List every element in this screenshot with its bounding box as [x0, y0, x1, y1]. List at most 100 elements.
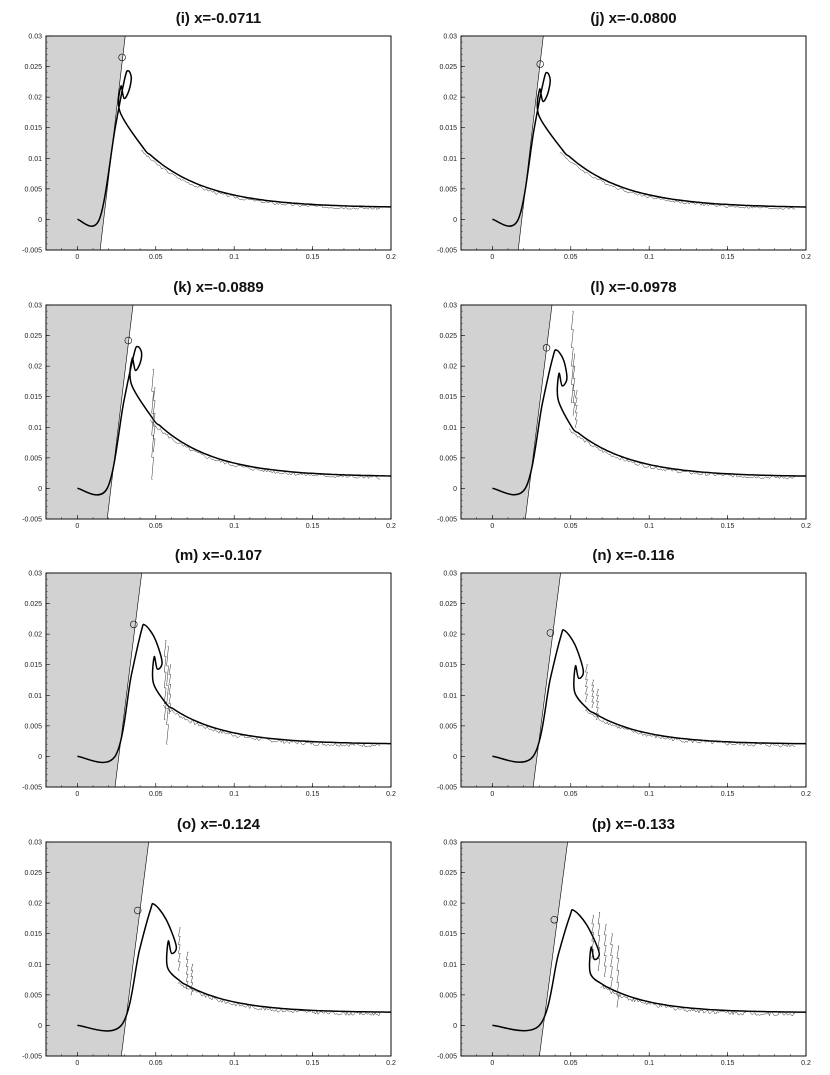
spike-mark [168, 664, 172, 714]
y-tick-label: 0.02 [443, 364, 457, 371]
spike-mark [572, 353, 576, 416]
solution-curve [492, 629, 806, 763]
y-tick-label: 0.025 [439, 64, 457, 71]
x-tick-label: 0.15 [721, 1060, 735, 1067]
spike-mark [185, 951, 189, 989]
noisy-curve [150, 419, 381, 480]
solution-curve [492, 908, 806, 1032]
x-tick-label: 0.2 [801, 523, 811, 530]
circle-marker [536, 60, 544, 68]
y-tick-label: 0.03 [443, 303, 457, 310]
y-tick-label: 0.025 [439, 601, 457, 608]
y-tick-label: 0.02 [28, 901, 42, 908]
y-tick-label: 0.02 [28, 95, 42, 102]
y-tick-label: 0.01 [28, 693, 42, 700]
y-tick-label: -0.005 [437, 248, 457, 255]
spike-mark [574, 390, 578, 428]
y-tick-label: 0.005 [439, 186, 457, 193]
spike-mark [153, 387, 156, 452]
y-tick-label: -0.005 [22, 785, 42, 792]
noisy-curve [568, 428, 796, 480]
x-tick-label: 0.15 [306, 791, 320, 798]
y-tick-label: 0 [38, 217, 42, 224]
spike-mark [591, 679, 595, 708]
y-tick-label: 0.025 [24, 64, 42, 71]
noisy-curve [140, 150, 380, 210]
x-tick-label: 0 [75, 523, 79, 530]
y-tick-label: 0.005 [24, 455, 42, 462]
circle-marker [130, 620, 138, 629]
x-tick-label: 0.2 [386, 791, 396, 798]
panel-p: (p) x=-0.133 0 0.05 0.1 0.15 0.2 -0.005 0 0.005 0… [437, 816, 811, 1067]
wall-region [46, 305, 134, 519]
x-tick-label: 0.15 [721, 791, 735, 798]
x-tick-label: 0.1 [229, 1060, 239, 1067]
y-tick-label: 0.005 [24, 992, 42, 999]
y-tick-label: 0.005 [24, 186, 42, 193]
x-tick-label: 0.05 [564, 254, 578, 261]
panel-m: (m) x=-0.107 0 0.05 0.1 0.15 0.2 -0.005 0 0.005 0… [22, 547, 396, 798]
x-tick-label: 0.05 [149, 254, 163, 261]
y-tick-label: 0.005 [439, 992, 457, 999]
y-tick-label: 0.025 [439, 870, 457, 877]
y-tick-label: 0.025 [24, 601, 42, 608]
noisy-curve [584, 709, 796, 748]
panel-title: (m) x=-0.107 [175, 547, 262, 564]
solution-curve [492, 349, 806, 496]
y-tick-label: 0.01 [443, 156, 457, 163]
x-tick-label: 0.05 [149, 523, 163, 530]
x-tick-label: 0 [490, 1060, 494, 1067]
wall-region [461, 573, 561, 787]
circle-marker [542, 344, 551, 352]
y-tick-label: 0.01 [28, 156, 42, 163]
y-tick-label: 0 [453, 217, 457, 224]
x-tick-label: 0.1 [644, 523, 654, 530]
panel-l: (l) x=-0.0978 0 0.05 0.1 0.15 0.2 -0.005 0 0.005… [437, 279, 811, 530]
panel-j: (j) x=-0.0800 0 0.05 0.1 0.15 0.2 -0.005 0 0.005… [437, 10, 811, 261]
wall-region [461, 36, 544, 250]
panel-title: (p) x=-0.133 [592, 816, 675, 833]
x-tick-label: 0.2 [801, 791, 811, 798]
x-tick-label: 0.05 [564, 1060, 578, 1067]
y-tick-label: 0 [38, 1023, 42, 1030]
y-tick-label: 0.005 [439, 455, 457, 462]
y-tick-label: 0.015 [439, 662, 457, 669]
x-tick-label: 0.05 [149, 791, 163, 798]
y-tick-label: 0 [38, 754, 42, 761]
x-tick-label: 0.15 [721, 523, 735, 530]
y-tick-label: -0.005 [22, 517, 42, 524]
spike-mark [585, 664, 588, 702]
panel-i: (i) x=-0.0711 0 0.05 0.1 0.15 0.2 -0.005 0 0.005… [22, 10, 396, 261]
x-tick-label: 0.15 [306, 254, 320, 261]
y-tick-label: -0.005 [437, 517, 457, 524]
spike-mark [597, 912, 601, 971]
y-tick-label: -0.005 [22, 248, 42, 255]
y-tick-label: 0.015 [24, 394, 42, 401]
x-tick-label: 0 [490, 523, 494, 530]
x-tick-label: 0.15 [306, 523, 320, 530]
y-tick-label: 0.025 [439, 333, 457, 340]
wall-region [461, 305, 553, 519]
y-tick-label: 0.03 [443, 840, 457, 847]
circle-marker [124, 336, 133, 345]
y-tick-label: 0.03 [28, 840, 42, 847]
solution-curve [77, 902, 391, 1032]
x-tick-label: 0.15 [721, 254, 735, 261]
solution-curve [492, 71, 806, 227]
x-tick-label: 0.2 [386, 1060, 396, 1067]
y-tick-label: 0.015 [439, 125, 457, 132]
y-tick-label: 0.02 [443, 95, 457, 102]
spike-mark [571, 310, 574, 404]
solution-curve [77, 623, 391, 764]
panel-title: (k) x=-0.0889 [173, 279, 263, 296]
y-tick-label: 0.015 [24, 931, 42, 938]
y-tick-label: 0.01 [443, 425, 457, 432]
x-tick-label: 0.05 [564, 791, 578, 798]
circle-marker [550, 915, 558, 924]
spike-mark [591, 915, 595, 959]
y-tick-label: 0.025 [24, 870, 42, 877]
circle-marker [546, 629, 555, 637]
y-tick-label: 0.015 [24, 125, 42, 132]
x-tick-label: 0 [75, 254, 79, 261]
panel-n: (n) x=-0.116 0 0.05 0.1 0.15 0.2 -0.005 0 0.005 0… [437, 547, 811, 798]
